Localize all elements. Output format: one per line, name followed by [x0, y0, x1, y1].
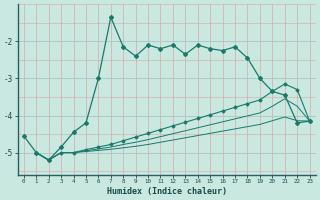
X-axis label: Humidex (Indice chaleur): Humidex (Indice chaleur) — [107, 187, 227, 196]
